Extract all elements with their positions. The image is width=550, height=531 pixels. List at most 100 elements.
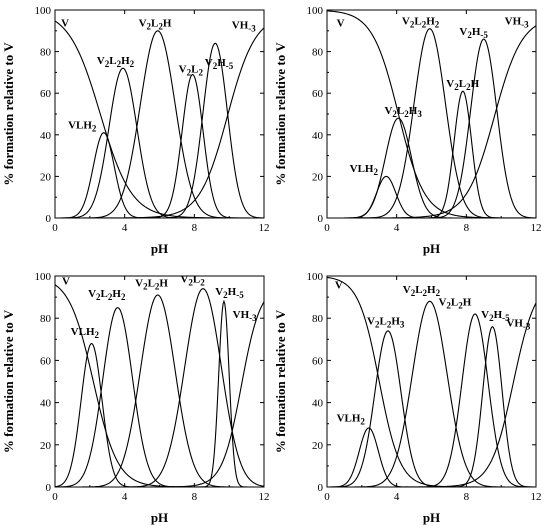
y-tick-label: 20 [312, 171, 324, 183]
series-line-vlh2 [55, 132, 264, 218]
x-tick-label: 4 [394, 491, 400, 503]
x-tick-label: 0 [52, 491, 58, 503]
y-tick-label: 100 [307, 5, 324, 17]
x-tick-label: 0 [52, 222, 58, 234]
series-line-v2l2 [55, 288, 264, 487]
species-label-v2l2: V2L2 [180, 273, 205, 287]
species-label-v: V [337, 18, 345, 30]
species-label-v2l2h: V2L2H [446, 78, 479, 92]
species-label-v2h-5: V2H-5 [481, 309, 510, 323]
x-tick-label: 8 [464, 491, 470, 503]
species-label-v2l2h2: V2L2H2 [88, 288, 126, 302]
y-tick-label: 20 [40, 440, 52, 452]
series-line-v2l2h [327, 90, 536, 218]
y-tick-label: 60 [312, 88, 324, 100]
species-label-vh-3: VH-3 [506, 318, 530, 332]
species-label-v: V [61, 18, 69, 30]
chart-panel-bottom-right: 0 20 40 60 80 100 0 4 8 12 pH % formation relative … [273, 271, 542, 525]
series-line-v [327, 10, 536, 218]
y-tick-label: 100 [307, 271, 324, 283]
y-tick-label: 80 [40, 47, 52, 59]
series-line-v2l2h [327, 313, 536, 487]
x-tick-label: 4 [394, 222, 400, 234]
curves [327, 10, 536, 218]
y-axis-label: % formation relative to V [1, 309, 16, 453]
series-line-vlh2 [55, 342, 264, 487]
y-tick-label: 60 [312, 355, 324, 367]
species-label-v2l2h3: V2L2H3 [367, 316, 405, 330]
species-label-v2h-5: V2H-5 [205, 57, 234, 71]
y-tick-label: 0 [46, 482, 52, 494]
species-label-vh-3: VH-3 [232, 20, 256, 34]
species-label-vlh2: VLH2 [71, 326, 100, 340]
y-tick-label: 100 [35, 271, 52, 283]
species-label-v2l2h: V2L2H [438, 297, 471, 311]
chart-panel-top-left: 0 20 40 60 80 100 0 4 8 12 pH % formation relative … [1, 5, 270, 256]
x-axis-label: pH [151, 241, 168, 256]
x-tick-label: 8 [192, 491, 198, 503]
species-label-v2l2h: V2L2H [135, 278, 168, 292]
species-label-vlh2: VLH2 [350, 163, 379, 177]
x-tick-label: 12 [259, 222, 270, 234]
species-label-v2l2h2: V2L2H2 [403, 284, 441, 298]
species-label-v2l2: V2L2 [179, 63, 204, 77]
y-tick-label: 0 [46, 213, 52, 225]
y-axis-label: % formation relative to V [273, 309, 288, 453]
plot-frame [54, 275, 265, 488]
species-label-v2l2h3: V2L2H3 [384, 105, 422, 119]
y-axis-label: % formation relative to V [273, 42, 288, 186]
chart-panel-top-right: 0 20 40 60 80 100 0 4 8 12 pH % formation relative … [273, 5, 542, 256]
x-tick-label: 12 [259, 491, 270, 503]
series-line-v2l2h2 [327, 300, 536, 487]
x-tick-label: 8 [464, 222, 470, 234]
x-tick-label: 0 [324, 222, 330, 234]
series-line-vlh2 [327, 175, 536, 218]
species-label-v2h-5: V2H-5 [215, 286, 244, 300]
series-line-v2l2h2 [55, 67, 264, 218]
y-tick-label: 80 [40, 313, 52, 325]
y-tick-label: 40 [312, 130, 324, 142]
y-tick-label: 100 [35, 5, 52, 17]
series-line-vh-3 [327, 25, 536, 218]
y-tick-label: 40 [312, 398, 324, 410]
x-axis-label: pH [151, 510, 168, 525]
y-tick-label: 40 [40, 130, 52, 142]
series-line-v2h-5 [55, 299, 264, 487]
series-line-v2l2h [55, 294, 264, 487]
series-line-v2l2h2 [327, 28, 536, 218]
series-line-vh-3 [327, 302, 536, 487]
species-label-vh-3: VH-3 [505, 16, 529, 30]
y-tick-label: 80 [312, 313, 324, 325]
species-label-v2l2h2: V2L2H2 [402, 16, 440, 30]
series-line-v2l2h3 [327, 330, 536, 487]
series-line-vlh2 [327, 427, 536, 487]
species-label-v: V [335, 280, 343, 292]
x-axis-label: pH [423, 241, 440, 256]
species-label-v: V [62, 275, 70, 287]
x-axis-label: pH [423, 510, 440, 525]
plot-frame [326, 9, 537, 219]
series-line-v2l2h2 [55, 307, 264, 487]
y-tick-label: 20 [312, 440, 324, 452]
series-line-v2h-5 [327, 325, 536, 487]
species-label-v2l2h: V2L2H [139, 18, 172, 32]
series-line-v2h-5 [327, 38, 536, 218]
x-tick-label: 4 [122, 222, 128, 234]
y-tick-label: 40 [40, 398, 52, 410]
y-tick-label: 20 [40, 171, 52, 183]
species-label-v2l2h2: V2L2H2 [97, 55, 135, 69]
chart-panel-bottom-left: 0 20 40 60 80 100 0 4 8 12 pH % formation relative … [1, 271, 270, 525]
species-label-v2h-5: V2H-5 [459, 26, 488, 40]
x-tick-label: 4 [122, 491, 128, 503]
curves [327, 276, 536, 487]
species-label-vlh2: VLH2 [68, 120, 97, 134]
species-label-vh-3: VH-3 [233, 309, 257, 323]
y-tick-label: 80 [312, 47, 324, 59]
y-tick-label: 0 [318, 213, 324, 225]
y-tick-label: 60 [40, 355, 52, 367]
y-axis-label: % formation relative to V [1, 42, 16, 186]
species-label-vlh2: VLH2 [337, 413, 366, 427]
y-tick-label: 0 [318, 482, 324, 494]
x-tick-label: 0 [324, 491, 330, 503]
